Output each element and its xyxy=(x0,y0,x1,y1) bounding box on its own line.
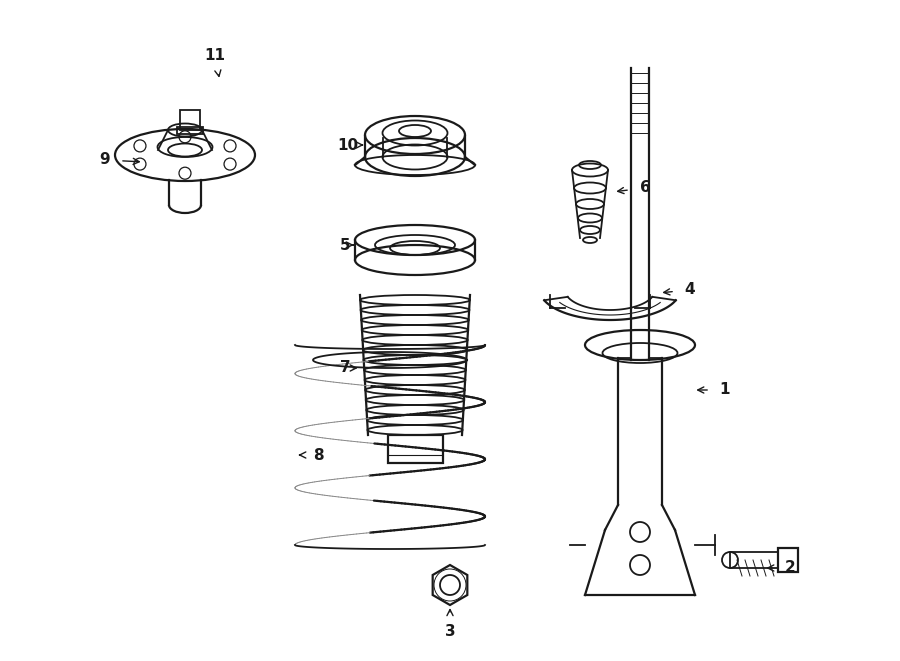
Text: 11: 11 xyxy=(204,48,226,77)
Text: 7: 7 xyxy=(339,360,356,375)
Text: 2: 2 xyxy=(768,561,796,576)
Text: 3: 3 xyxy=(445,609,455,639)
Text: 5: 5 xyxy=(339,237,353,253)
Text: 1: 1 xyxy=(698,383,730,397)
Text: 10: 10 xyxy=(338,137,363,153)
Text: 4: 4 xyxy=(663,282,696,297)
Text: 9: 9 xyxy=(100,153,140,167)
Text: 6: 6 xyxy=(617,180,651,196)
Text: 8: 8 xyxy=(300,447,323,463)
